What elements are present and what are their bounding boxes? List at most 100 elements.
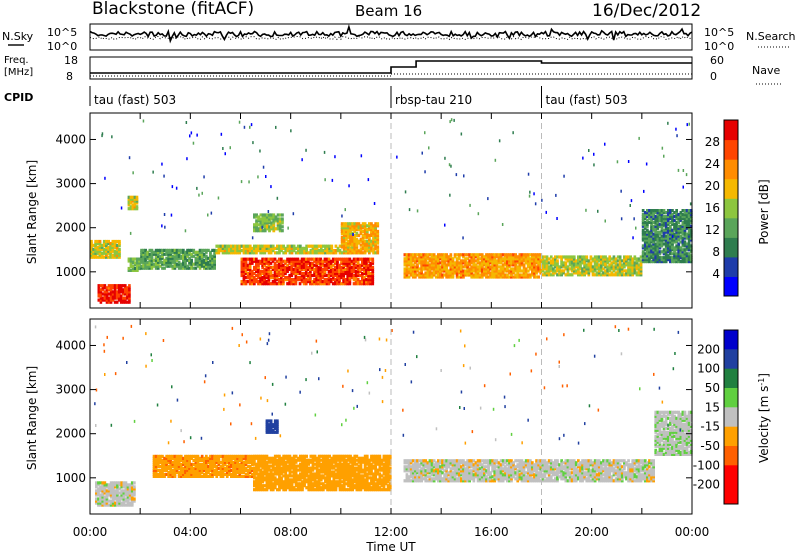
heatmap-cell xyxy=(685,252,689,256)
heatmap-cell xyxy=(159,254,162,258)
heatmap-cell xyxy=(288,488,292,492)
heatmap-cell xyxy=(215,456,219,460)
heatmap-cell xyxy=(175,464,179,468)
heatmap-cell xyxy=(326,466,329,470)
heatmap-cell xyxy=(535,267,538,271)
heatmap-cell xyxy=(666,212,670,217)
heatmap-cell xyxy=(177,256,181,260)
heatmap-cell xyxy=(169,466,173,470)
heatmap-cell xyxy=(253,278,256,282)
heatmap-cell xyxy=(154,252,158,256)
heatmap-cell xyxy=(192,250,196,254)
heatmap-cell xyxy=(146,256,150,260)
heatmap-cell xyxy=(267,278,271,282)
heatmap-cell xyxy=(165,262,168,266)
heatmap-cell xyxy=(142,119,145,123)
heatmap-cell xyxy=(317,273,321,278)
heatmap-cell xyxy=(464,263,467,267)
heatmap-cell xyxy=(453,118,455,122)
heatmap-cell xyxy=(524,259,528,263)
heatmap-cell xyxy=(255,456,258,460)
heatmap-cell xyxy=(257,468,260,472)
heatmap-cell xyxy=(371,282,375,286)
heatmap-cell xyxy=(173,252,177,256)
heatmap-cell xyxy=(449,273,453,277)
heatmap-cell xyxy=(554,259,557,263)
heatmap-cell xyxy=(346,282,350,286)
heatmap-cell xyxy=(370,228,373,232)
heatmap-cell xyxy=(286,265,289,269)
heatmap-cell xyxy=(328,474,331,478)
heatmap-cell xyxy=(595,271,599,275)
heatmap-cell xyxy=(372,241,375,245)
heatmap-cell xyxy=(251,458,254,462)
heatmap-cell xyxy=(205,458,208,462)
heatmap-cell xyxy=(689,230,693,234)
heatmap-cell xyxy=(242,267,246,271)
heatmap-cell xyxy=(681,254,685,258)
heatmap-cell xyxy=(411,259,415,263)
heatmap-cell xyxy=(506,269,509,273)
heatmap-cell xyxy=(631,261,635,265)
heatmap-cell xyxy=(570,259,574,263)
heatmap-cell xyxy=(133,195,137,199)
heatmap-cell xyxy=(529,261,532,265)
heatmap-cell xyxy=(662,260,666,264)
heatmap-cell xyxy=(420,269,423,273)
heatmap-cell xyxy=(315,278,318,282)
heatmap-cell xyxy=(95,493,98,497)
heatmap-cell xyxy=(531,273,534,277)
heatmap-cell xyxy=(169,464,173,468)
heatmap-cell xyxy=(228,456,231,460)
heatmap-cell xyxy=(236,470,239,474)
heatmap-cell xyxy=(608,259,612,263)
heatmap-cell xyxy=(654,236,658,240)
heatmap-cell xyxy=(179,248,183,252)
heatmap-cell xyxy=(664,242,668,246)
heatmap-cell xyxy=(263,259,266,263)
heatmap-cell xyxy=(342,245,346,249)
heatmap-cell xyxy=(643,220,647,224)
heatmap-cell xyxy=(152,472,156,476)
heatmap-cell xyxy=(133,207,137,211)
heatmap-cell xyxy=(357,224,361,228)
heatmap-cell xyxy=(259,472,262,476)
heatmap-cell xyxy=(673,218,676,222)
heatmap-cell xyxy=(368,226,371,230)
heatmap-cell xyxy=(631,263,635,267)
heatmap-cell xyxy=(142,252,145,256)
heatmap-cell xyxy=(169,468,173,472)
heatmap-cell xyxy=(101,489,105,493)
heatmap-cell xyxy=(169,252,173,256)
heatmap-cell xyxy=(292,244,296,248)
heatmap-cell xyxy=(277,282,281,286)
heatmap-cell xyxy=(321,259,325,263)
heatmap-cell xyxy=(468,271,471,275)
heatmap-cell xyxy=(658,209,662,213)
heatmap-cell xyxy=(213,250,216,254)
heatmap-cell xyxy=(317,482,321,486)
heatmap-cell xyxy=(407,269,411,273)
heatmap-cell xyxy=(326,456,329,460)
heatmap-cell xyxy=(543,271,547,275)
heatmap-cell xyxy=(265,478,269,482)
heatmap-cell xyxy=(677,242,681,246)
heatmap-cell xyxy=(240,271,244,276)
heatmap-cell xyxy=(159,458,162,462)
heatmap-cell xyxy=(255,454,258,458)
heatmap-cell xyxy=(673,250,676,254)
heatmap-cell xyxy=(591,257,595,261)
heatmap-cell xyxy=(342,267,345,271)
heatmap-cell xyxy=(652,212,655,217)
heatmap-cell xyxy=(474,271,478,275)
heatmap-cell xyxy=(350,276,354,280)
heatmap-cell xyxy=(365,257,368,261)
heatmap-cell xyxy=(184,460,187,464)
heatmap-cell xyxy=(288,276,291,280)
heatmap-cell xyxy=(414,273,417,277)
heatmap-cell xyxy=(516,261,520,265)
heatmap-cell xyxy=(274,219,278,223)
heatmap-cell xyxy=(255,261,258,265)
heatmap-cell xyxy=(503,259,507,263)
heatmap-cell xyxy=(543,259,547,263)
